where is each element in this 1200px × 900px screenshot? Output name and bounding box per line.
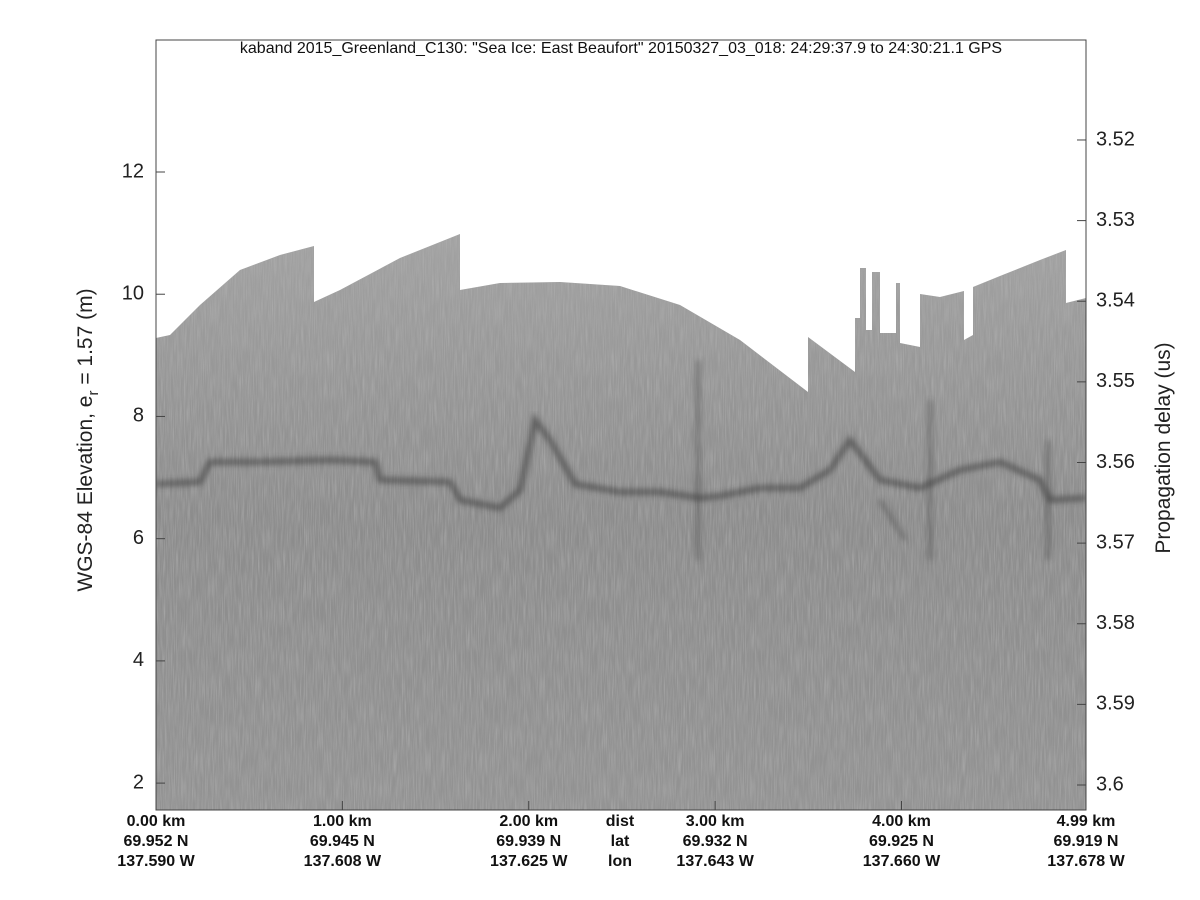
lon-label: 137.678 W xyxy=(1047,853,1125,870)
y2-tick-label: 3.52 xyxy=(1096,128,1135,150)
x-tick-label: 3.00 km xyxy=(686,813,745,830)
y-axis-label: WGS-84 Elevation, er = 1.57 (m) xyxy=(74,288,102,591)
y-tick-label: 2 xyxy=(133,771,144,793)
y2-tick-label: 3.59 xyxy=(1096,693,1135,715)
y-tick-label: 6 xyxy=(133,527,144,549)
lon-label: 137.608 W xyxy=(304,853,382,870)
row-label: dist xyxy=(606,813,635,830)
lat-label: 69.945 N xyxy=(310,833,375,850)
y-label-text: = 1.57 (m) xyxy=(74,288,97,390)
echogram-streaks xyxy=(696,360,1050,560)
row-label: lat xyxy=(611,833,630,850)
chart-title: kaband 2015_Greenland_C130: "Sea Ice: Ea… xyxy=(240,40,1002,57)
lon-label: 137.625 W xyxy=(490,853,568,870)
y-tick-label: 4 xyxy=(133,649,144,671)
plot-frame xyxy=(155,39,1087,811)
y2-tick-label: 3.57 xyxy=(1096,531,1135,553)
x-tick-label: 1.00 km xyxy=(313,813,372,830)
lon-label: 137.590 W xyxy=(117,853,195,870)
x-tick-label: 4.00 km xyxy=(872,813,931,830)
y-label-subscript: r xyxy=(85,391,102,396)
y2-tick-label: 3.56 xyxy=(1096,451,1135,473)
y2-tick-label: 3.55 xyxy=(1096,370,1135,392)
x-tick-label: 0.00 km xyxy=(127,813,186,830)
lat-label: 69.925 N xyxy=(869,833,934,850)
echogram-layer xyxy=(156,412,1086,512)
y2-tick-label: 3.6 xyxy=(1096,773,1124,795)
lon-label: 137.643 W xyxy=(676,853,754,870)
lat-label: 69.952 N xyxy=(124,833,189,850)
echogram-image xyxy=(156,234,1086,810)
y2-axis-label: Propagation delay (us) xyxy=(1152,342,1175,553)
y2-tick-label: 3.54 xyxy=(1096,290,1135,312)
lat-label: 69.932 N xyxy=(683,833,748,850)
lat-label: 69.919 N xyxy=(1054,833,1119,850)
y-label-text: WGS-84 Elevation, e xyxy=(74,396,97,592)
lat-label: 69.939 N xyxy=(496,833,561,850)
y-tick-label: 12 xyxy=(122,160,144,182)
row-label: lon xyxy=(608,853,632,870)
y2-tick-label: 3.58 xyxy=(1096,612,1135,634)
lon-label: 137.660 W xyxy=(863,853,941,870)
y-tick-label: 10 xyxy=(122,283,144,305)
x-tick-label: 4.99 km xyxy=(1057,813,1116,830)
x-tick-label: 2.00 km xyxy=(499,813,558,830)
y-tick-label: 8 xyxy=(133,405,144,427)
echogram-noise xyxy=(156,234,1086,810)
y2-tick-label: 3.53 xyxy=(1096,209,1135,231)
